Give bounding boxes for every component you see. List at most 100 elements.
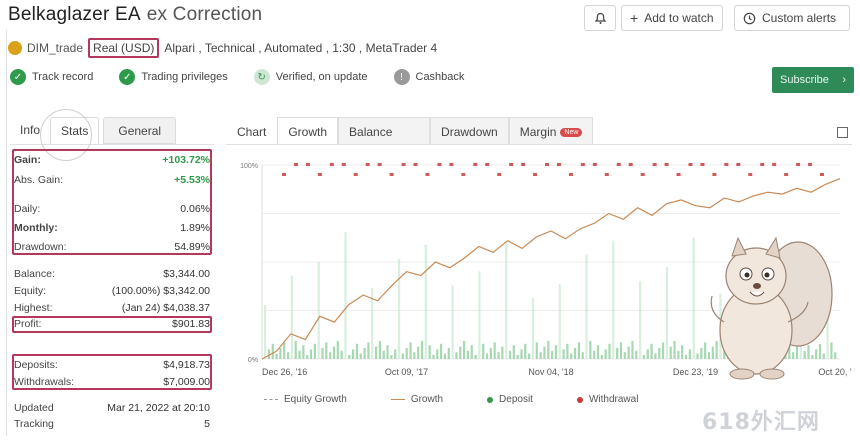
expand-icon[interactable] bbox=[837, 127, 848, 138]
deposit-bar bbox=[397, 258, 401, 359]
withdrawal-marker bbox=[640, 173, 645, 176]
deposit-bar bbox=[803, 350, 806, 359]
legend-label: Equity Growth bbox=[284, 394, 347, 405]
withdrawal-marker bbox=[772, 163, 777, 166]
deposit-bar bbox=[612, 240, 615, 359]
withdrawal-marker bbox=[353, 173, 358, 176]
withdrawal-marker bbox=[329, 163, 334, 166]
badge-cashback[interactable]: ! Cashback bbox=[393, 69, 464, 85]
deposit-bar bbox=[313, 343, 316, 359]
deposit-bar bbox=[684, 355, 688, 359]
deposit-bar bbox=[359, 353, 362, 359]
deposit-bar bbox=[688, 349, 691, 359]
badge-label: Verified, on update bbox=[275, 71, 368, 83]
deposit-bar bbox=[451, 285, 454, 359]
custom-alerts-label: Custom alerts bbox=[762, 11, 837, 25]
tab-growth[interactable]: Growth bbox=[277, 117, 339, 144]
legend-swatch bbox=[390, 399, 405, 400]
highlight-gain-box bbox=[12, 149, 212, 255]
withdrawal-marker bbox=[700, 163, 705, 166]
withdrawal-marker bbox=[413, 163, 418, 166]
withdrawal-marker bbox=[521, 163, 526, 166]
deposit-bar bbox=[482, 343, 485, 359]
stat-balance: Balance: $3,344.00 bbox=[14, 268, 210, 280]
deposit-bar bbox=[566, 343, 569, 359]
deposit-bar bbox=[325, 342, 328, 359]
deposit-bar bbox=[539, 352, 542, 359]
tab-balance[interactable]: Balance bbox=[338, 117, 431, 144]
legend-item[interactable]: Growth bbox=[390, 394, 443, 405]
withdrawal-marker bbox=[568, 173, 573, 176]
x-tick-label: Dec 23, '19 bbox=[673, 367, 718, 377]
tab-chart[interactable]: Chart bbox=[237, 125, 267, 139]
user-avatar-icon bbox=[8, 41, 22, 55]
add-to-watch-button[interactable]: + Add to watch bbox=[621, 5, 723, 31]
deposit-bar bbox=[489, 348, 492, 359]
deposit-bar bbox=[432, 355, 435, 359]
legend-swatch bbox=[487, 396, 494, 403]
withdrawal-marker bbox=[796, 163, 801, 166]
deposit-bar bbox=[455, 352, 458, 359]
deposit-bar bbox=[795, 346, 799, 359]
deposit-bar bbox=[485, 353, 489, 359]
badge-track-record[interactable]: ✓ Track record bbox=[10, 69, 93, 85]
check-icon: ✓ bbox=[10, 69, 26, 85]
tab-margin[interactable]: Margin New bbox=[508, 117, 594, 144]
legend-item[interactable]: Equity Growth bbox=[264, 394, 347, 405]
deposit-bar bbox=[570, 353, 573, 359]
deposit-bar bbox=[294, 341, 297, 359]
withdrawal-marker bbox=[736, 163, 741, 166]
chart-panel: Chart Growth Balance Drawdown Margin New … bbox=[226, 117, 852, 437]
legend-item[interactable]: Deposit bbox=[487, 394, 533, 405]
withdrawal-marker bbox=[365, 163, 370, 166]
deposit-bar bbox=[589, 341, 592, 359]
user-link[interactable]: DIM_trade bbox=[27, 41, 84, 55]
deposit-bar bbox=[596, 345, 600, 359]
deposit-bar bbox=[577, 342, 580, 359]
badge-verified[interactable]: ↻ Verified, on update bbox=[253, 69, 368, 85]
stat-label: Tracking bbox=[14, 418, 54, 430]
deposit-bar bbox=[462, 341, 466, 359]
withdrawal-marker bbox=[580, 163, 585, 166]
custom-alerts-button[interactable]: Custom alerts bbox=[734, 5, 850, 31]
annotation-circle bbox=[40, 109, 92, 161]
deposit-bar bbox=[715, 341, 718, 359]
deposit-bar bbox=[363, 348, 366, 359]
deposit-bar bbox=[558, 284, 561, 359]
deposit-bar bbox=[505, 242, 508, 359]
deposit-bar bbox=[279, 348, 282, 359]
deposit-bar bbox=[417, 346, 420, 359]
add-to-watch-label: Add to watch bbox=[644, 11, 714, 25]
tab-info[interactable]: Info bbox=[20, 123, 41, 137]
stat-label: Highest: bbox=[14, 302, 53, 314]
deposit-bar bbox=[635, 350, 638, 359]
y-tick-label: 0% bbox=[248, 357, 258, 364]
deposit-bar bbox=[329, 352, 332, 359]
deposit-bar bbox=[413, 352, 416, 359]
deposit-bar bbox=[309, 349, 313, 359]
legend-item[interactable]: Withdrawal bbox=[576, 394, 638, 405]
subscribe-button[interactable]: Subscribe › bbox=[772, 67, 854, 93]
deposit-bar bbox=[428, 345, 431, 359]
notifications-button[interactable] bbox=[584, 5, 616, 31]
withdrawal-marker bbox=[533, 173, 538, 176]
info-icon: ! bbox=[393, 69, 410, 85]
account-type: Real (USD) bbox=[88, 38, 160, 58]
new-badge: New bbox=[560, 128, 583, 137]
badge-trading-privileges[interactable]: ✓ Trading privileges bbox=[119, 69, 228, 85]
stat-abs-gain: Abs. Gain: +5.53% bbox=[14, 174, 210, 186]
deposit-bar bbox=[367, 342, 370, 359]
deposit-bar bbox=[374, 346, 378, 359]
deposit-bar bbox=[658, 348, 661, 359]
stat-gain: Gain: +103.72% bbox=[14, 154, 210, 166]
deposit-bar bbox=[401, 353, 404, 359]
deposit-bar bbox=[642, 355, 646, 359]
tab-drawdown[interactable]: Drawdown bbox=[430, 117, 509, 144]
deposit-bar bbox=[298, 350, 301, 359]
tab-general[interactable]: General bbox=[103, 117, 177, 144]
deposit-bar bbox=[420, 341, 424, 359]
check-icon: ✓ bbox=[119, 69, 136, 85]
deposit-bar bbox=[665, 267, 668, 359]
deposit-bar bbox=[493, 342, 496, 359]
withdrawal-marker bbox=[282, 173, 286, 176]
